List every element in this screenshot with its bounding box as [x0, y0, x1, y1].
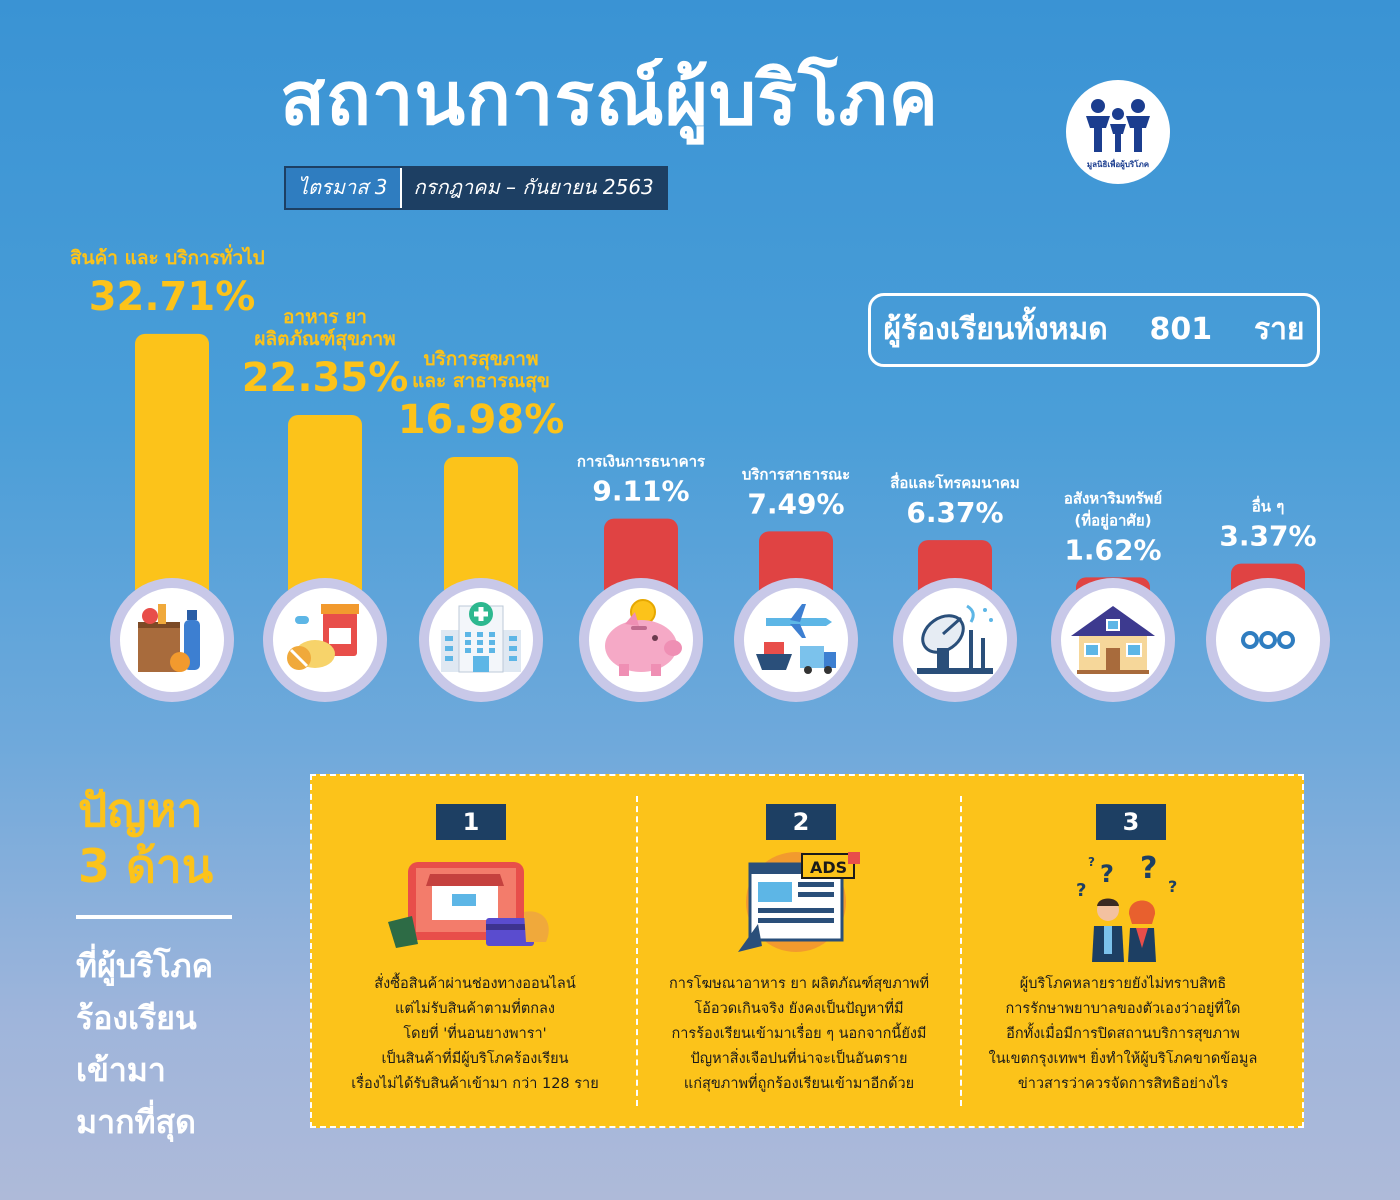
problem-number-badge: 1 [436, 804, 506, 840]
ads-icon: ADS [738, 852, 860, 952]
value-label: 9.11% [592, 475, 689, 508]
svg-text:?: ? [1140, 852, 1157, 886]
medicine-icon [287, 604, 359, 670]
category-label: สินค้า และ บริการทั่วไป [70, 244, 265, 269]
svg-text:?: ? [1076, 880, 1086, 901]
svg-text:?: ? [1088, 855, 1095, 869]
satellite-icon [917, 604, 993, 674]
svg-text:?: ? [1100, 860, 1114, 888]
problem-item-2: 2 ADS การโฆษณาอาหาร ยา ผลิตภัณฑ์สุขภาพที… [638, 776, 960, 1126]
period-banner: ไตรมาส 3 กรกฎาคม – กันยายน 2563 [284, 166, 668, 210]
value-label: 1.62% [1064, 533, 1161, 566]
complaint-category-chart: 32.71% สินค้า และ บริการทั่วไป 22.35% อาหา… [70, 244, 1330, 702]
problem-description: ผู้บริโภคหลายรายยังไม่ทราบสิทธิ การรักษา… [988, 976, 1258, 1092]
category-label: อาหาร ยา [283, 306, 367, 328]
transport-icon [756, 604, 836, 674]
problems-subheading: ที่ผู้บริโภค ร้องเรียน เข้ามา มากที่สุด [76, 940, 213, 1148]
svg-text:?: ? [1168, 877, 1177, 896]
period-label: กรกฎาคม – กันยายน 2563 [413, 175, 654, 199]
total-count: 801 [1149, 312, 1213, 347]
confused-people-icon: ? ? ? ? ? [1076, 852, 1177, 962]
problems-subheading-line-1: ที่ผู้บริโภค [76, 947, 214, 985]
category-label: การเงินการธนาคาร [577, 453, 706, 471]
quarter-label: ไตรมาส 3 [286, 168, 402, 208]
icon-circle [1216, 588, 1320, 692]
problems-subheading-line-3: เข้ามา [76, 1051, 166, 1089]
total-complaints-box: ผู้ร้องเรียนทั้งหมด 801 ราย [868, 293, 1320, 367]
category-label: บริการสุขภาพ [424, 348, 539, 371]
category-label: ผลิตภัณฑ์สุขภาพ [254, 328, 395, 351]
problem-item-3: 3 ? ? ? ? ? ผู้บริโภคหลายรายยังไม่ทราบสิ… [962, 776, 1284, 1126]
value-label: 32.71% [89, 274, 256, 320]
problem-description: การโฆษณาอาหาร ยา ผลิตภัณฑ์สุขภาพที่ โอ้อ… [668, 976, 930, 1092]
category-label: และ สาธารณสุข [412, 370, 550, 393]
piggy-bank-icon [605, 599, 682, 676]
problem-description: สั่งซื้อสินค้าผ่านช่องทางออนไลน์ แต่ไม่ร… [351, 976, 599, 1092]
value-label: 16.98% [398, 397, 565, 443]
bar-1 [135, 333, 209, 630]
problems-panel: 1 สั่งซื้อสินค้าผ่านช่องทางออนไลน์ แต่ไม… [310, 774, 1304, 1128]
problems-subheading-line-4: มากที่สุด [76, 1103, 196, 1141]
problem-number-badge: 3 [1096, 804, 1166, 840]
page-title: สถานการณ์ผู้บริโภค [280, 56, 939, 142]
category-label: บริการสาธารณะ [742, 465, 850, 483]
bar-2 [288, 414, 362, 630]
problem-item-1: 1 สั่งซื้อสินค้าผ่านช่องทางออนไลน์ แต่ไม… [314, 776, 636, 1126]
value-label: 6.37% [906, 496, 1003, 529]
problems-heading-line-1: ปัญหา [78, 783, 203, 837]
category-label: อสังหาริมทรัพย์ [1064, 489, 1162, 507]
category-label: (ที่อยู่อาศัย) [1074, 509, 1151, 530]
value-label: 3.37% [1219, 520, 1316, 553]
foundation-logo: มูลนิธิเพื่อผู้บริโภค [1066, 80, 1170, 184]
total-unit: ราย [1253, 312, 1305, 347]
ads-label: ADS [810, 858, 847, 877]
column-divider [960, 796, 962, 1106]
online-shop-icon [388, 862, 549, 948]
icon-circle [744, 588, 848, 692]
logo-text: มูลนิธิเพื่อผู้บริโภค [1086, 160, 1150, 169]
category-label: สื่อและโทรคมนาคม [890, 472, 1020, 492]
house-icon [1071, 606, 1155, 674]
divider [76, 915, 232, 919]
problems-heading-line-2: 3 ด้าน [78, 839, 214, 893]
category-label: อื่น ๆ [1252, 496, 1285, 516]
problems-heading: ปัญหา 3 ด้าน [78, 782, 213, 894]
more-icon [1241, 631, 1295, 649]
total-label: ผู้ร้องเรียนทั้งหมด [883, 312, 1108, 347]
value-label: 7.49% [747, 487, 844, 520]
grocery-icon [138, 604, 200, 672]
hospital-icon [441, 602, 521, 673]
problems-subheading-line-2: ร้องเรียน [76, 999, 197, 1037]
column-divider [636, 796, 638, 1106]
problem-number-badge: 2 [766, 804, 836, 840]
value-label: 22.35% [242, 355, 409, 401]
